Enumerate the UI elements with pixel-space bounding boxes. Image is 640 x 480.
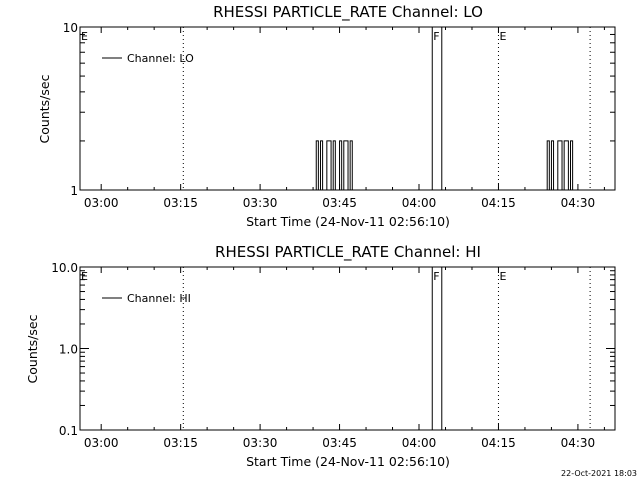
lo-x-tick-label: 04:00 — [402, 196, 437, 210]
lo-x-tick-label: 04:30 — [561, 196, 596, 210]
lo-legend-label: Channel: LO — [127, 52, 194, 65]
lo-plot-frame — [79, 26, 616, 191]
lo-x-axis-label: Start Time (24-Nov-11 02:56:10) — [246, 214, 450, 229]
hi-legend: Channel: HI — [102, 292, 191, 305]
hi-x-tick-label: 04:30 — [561, 436, 596, 450]
lo-event-marker-label: F — [433, 30, 439, 43]
lo-x-tick-label: 03:15 — [163, 196, 198, 210]
hi-event-marker-label: F — [433, 270, 439, 283]
lo-event-marker-label: E — [499, 30, 506, 43]
hi-event-marker-label: E — [499, 270, 506, 283]
hi-legend-label: Channel: HI — [127, 292, 191, 305]
hi-x-axis: 03:00 03:15 03:30 03:45 04:00 04:15 04:30 — [84, 267, 605, 450]
lo-y-tick-label: 10 — [63, 21, 78, 35]
hi-x-tick-label: 03:00 — [84, 436, 119, 450]
lo-chart: RHESSI PARTICLE_RATE Channel: LO E F E 03:… — [37, 3, 616, 229]
hi-x-tick-label: 04:00 — [402, 436, 437, 450]
hi-chart-title: RHESSI PARTICLE_RATE Channel: HI — [215, 243, 481, 262]
lo-event-marker-label: E — [81, 30, 88, 43]
lo-y-axis-label: Counts/sec — [37, 74, 52, 143]
hi-y-tick-label: 1.0 — [59, 343, 78, 357]
hi-x-tick-label: 03:30 — [243, 436, 278, 450]
lo-series-line — [315, 140, 575, 191]
hi-x-tick-label: 03:45 — [322, 436, 357, 450]
hi-chart: RHESSI PARTICLE_RATE Channel: HI E F E 03:… — [25, 243, 616, 469]
hi-x-tick-label: 04:15 — [481, 436, 516, 450]
lo-y-axis: 1 10 — [63, 21, 615, 198]
lo-x-tick-label: 03:45 — [322, 196, 357, 210]
hi-x-tick-label: 03:15 — [163, 436, 198, 450]
footer-timestamp: 22-Oct-2021 18:03 — [561, 469, 637, 478]
lo-x-axis: 03:00 03:15 03:30 03:45 04:00 04:15 04:30 — [84, 27, 605, 210]
lo-x-tick-label: 04:15 — [481, 196, 516, 210]
hi-y-tick-label: 0.1 — [59, 424, 78, 438]
lo-chart-title: RHESSI PARTICLE_RATE Channel: LO — [213, 3, 483, 22]
lo-series — [315, 140, 575, 191]
lo-legend: Channel: LO — [102, 52, 194, 65]
lo-y-tick-label: 1 — [70, 184, 78, 198]
lo-x-tick-label: 03:00 — [84, 196, 119, 210]
hi-y-tick-label: 10.0 — [51, 261, 78, 275]
hi-y-axis-label: Counts/sec — [25, 314, 40, 383]
hi-x-axis-label: Start Time (24-Nov-11 02:56:10) — [246, 454, 450, 469]
hi-event-marker-label: E — [81, 270, 88, 283]
hi-y-axis: 0.1 1.0 10.0 — [51, 261, 615, 438]
lo-x-tick-label: 03:30 — [243, 196, 278, 210]
